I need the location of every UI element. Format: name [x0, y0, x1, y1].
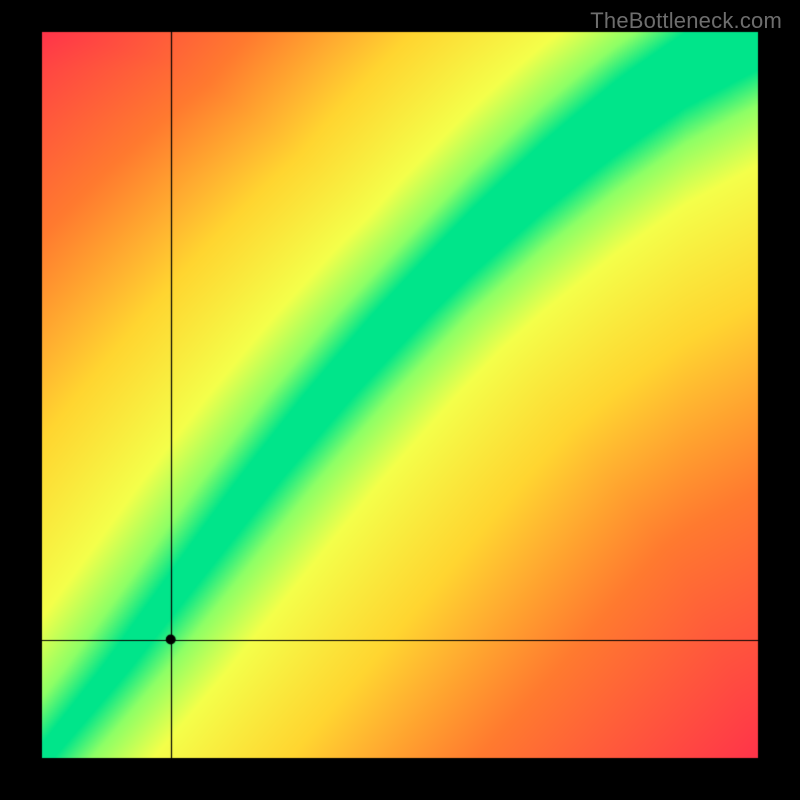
chart-container: TheBottleneck.com — [0, 0, 800, 800]
heatmap-canvas — [0, 0, 800, 800]
watermark-text: TheBottleneck.com — [590, 8, 782, 34]
